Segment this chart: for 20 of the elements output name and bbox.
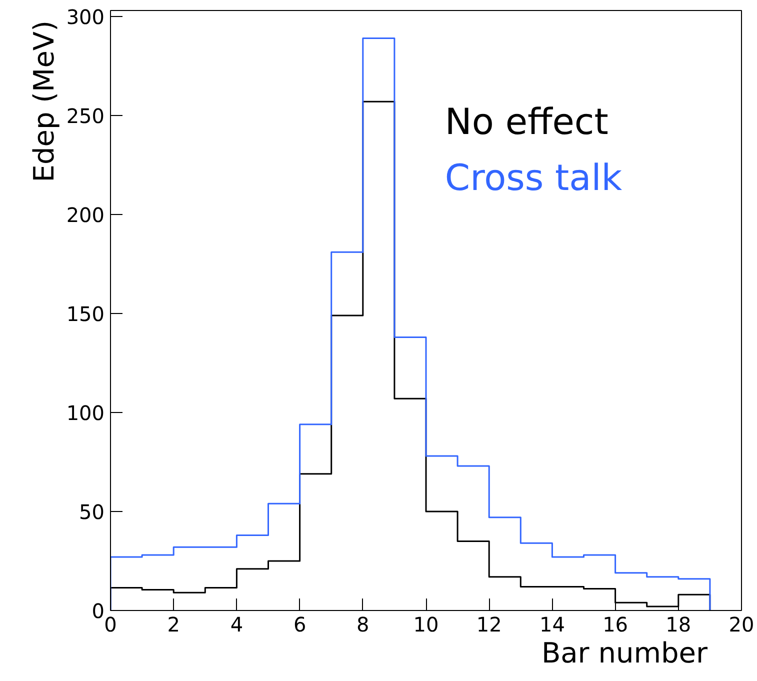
y-axis-title: Edep (MeV) bbox=[28, 20, 60, 182]
series-label: Cross talk bbox=[444, 158, 622, 199]
y-tick-label: 250 bbox=[66, 104, 105, 128]
x-tick-label: 16 bbox=[602, 612, 628, 636]
x-tick-label: 8 bbox=[356, 612, 370, 636]
y-tick-label: 200 bbox=[66, 202, 105, 227]
x-tick-label: 2 bbox=[167, 612, 180, 636]
x-tick-label: 14 bbox=[539, 612, 565, 636]
y-tick-label: 300 bbox=[66, 4, 105, 29]
series-label: No effect bbox=[444, 102, 608, 143]
y-tick-label: 150 bbox=[66, 302, 105, 326]
x-tick-label: 4 bbox=[230, 612, 244, 636]
x-tick-label: 12 bbox=[476, 612, 502, 636]
x-tick-label: 20 bbox=[728, 612, 754, 636]
y-tick-label: 100 bbox=[66, 400, 105, 425]
x-tick-label: 10 bbox=[413, 612, 439, 636]
x-tick-label: 6 bbox=[293, 612, 306, 636]
x-axis-title: Bar number bbox=[541, 636, 708, 670]
y-tick-label: 50 bbox=[79, 500, 105, 524]
x-tick-label: 18 bbox=[666, 612, 692, 636]
